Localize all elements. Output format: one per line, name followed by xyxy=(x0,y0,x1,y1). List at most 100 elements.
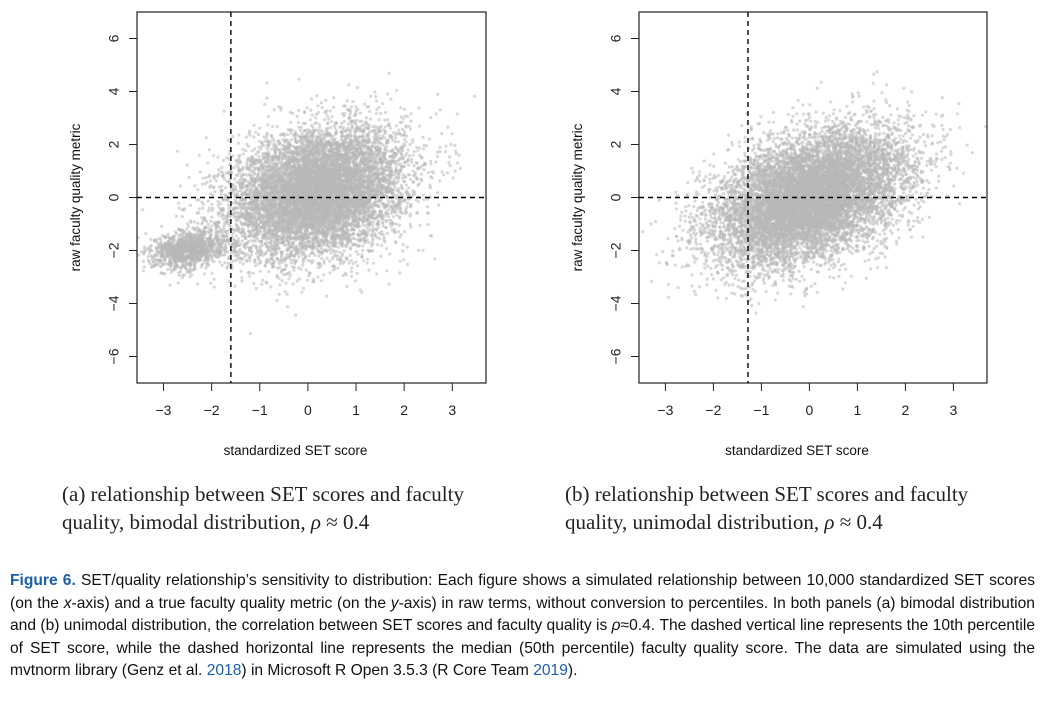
data-point xyxy=(206,199,210,203)
data-point xyxy=(422,193,426,197)
data-point xyxy=(332,105,336,109)
panel-a-scatter-plot: −3 −2 −1 0 1 2 3 −6 −4 −2 0 2 4 6 standardized SET sco… xyxy=(0,0,500,480)
data-point xyxy=(403,130,407,134)
data-point xyxy=(330,115,334,119)
data-point xyxy=(415,145,419,149)
data-point xyxy=(307,254,311,258)
data-point xyxy=(206,209,211,213)
data-point xyxy=(395,213,399,217)
data-point xyxy=(457,153,461,158)
data-point xyxy=(393,185,397,189)
data-point xyxy=(332,96,336,100)
data-point xyxy=(416,183,420,188)
data-point xyxy=(187,175,191,180)
data-point xyxy=(242,207,246,211)
data-point xyxy=(239,208,243,212)
data-point xyxy=(141,208,145,212)
data-point xyxy=(180,215,184,219)
data-point xyxy=(238,153,242,157)
data-point xyxy=(345,256,349,260)
data-point xyxy=(186,222,190,226)
data-point xyxy=(383,240,387,244)
data-point xyxy=(319,101,323,105)
data-point xyxy=(402,137,406,141)
data-point xyxy=(395,88,399,93)
data-point xyxy=(284,263,288,267)
data-point xyxy=(376,225,380,229)
data-point xyxy=(248,332,252,336)
data-point xyxy=(266,123,270,127)
data-point xyxy=(269,147,273,151)
data-point xyxy=(209,219,213,223)
data-point xyxy=(375,107,379,112)
data-point xyxy=(413,190,417,194)
data-point xyxy=(250,149,254,153)
data-point xyxy=(378,205,382,209)
data-point xyxy=(440,170,444,174)
data-point xyxy=(225,266,229,270)
data-point xyxy=(226,261,230,265)
data-point xyxy=(325,256,329,260)
data-point xyxy=(293,313,298,317)
data-point xyxy=(379,111,383,115)
data-point xyxy=(354,260,358,264)
data-point xyxy=(397,230,401,234)
data-point xyxy=(310,113,314,117)
data-point xyxy=(420,156,424,160)
data-point xyxy=(257,254,261,258)
data-point xyxy=(447,161,451,165)
data-point xyxy=(366,241,371,245)
data-point xyxy=(409,112,413,116)
data-point xyxy=(209,179,213,183)
data-point xyxy=(414,161,418,165)
data-point xyxy=(421,135,425,139)
data-point xyxy=(176,149,180,153)
data-point xyxy=(316,266,321,270)
data-point xyxy=(308,259,313,263)
data-point xyxy=(209,281,213,285)
data-point xyxy=(402,107,407,111)
data-point xyxy=(261,253,266,257)
data-point xyxy=(371,236,375,240)
data-point xyxy=(363,102,367,106)
data-point xyxy=(429,159,433,163)
data-point xyxy=(235,163,239,167)
data-point xyxy=(251,271,255,275)
data-point xyxy=(196,188,200,192)
data-point xyxy=(237,133,241,137)
data-point xyxy=(254,286,258,291)
data-point xyxy=(327,259,332,263)
data-point xyxy=(415,177,419,181)
data-point xyxy=(436,150,440,154)
data-point xyxy=(407,154,412,158)
data-point xyxy=(317,254,321,258)
data-point xyxy=(367,130,371,134)
data-point xyxy=(210,215,214,219)
data-point xyxy=(324,127,328,131)
data-point xyxy=(400,185,404,189)
data-point xyxy=(196,221,200,225)
data-point xyxy=(335,249,339,254)
data-point xyxy=(405,262,410,266)
data-point xyxy=(177,201,181,205)
data-point xyxy=(212,285,216,289)
data-point xyxy=(234,234,238,238)
data-point xyxy=(383,118,387,122)
data-point xyxy=(241,262,246,266)
data-point xyxy=(305,106,309,110)
data-point xyxy=(380,230,384,234)
data-point xyxy=(402,258,406,262)
data-point xyxy=(223,221,227,225)
data-point xyxy=(325,114,329,118)
data-point xyxy=(271,124,275,128)
data-point xyxy=(251,228,255,233)
data-point xyxy=(280,279,284,283)
data-point xyxy=(322,261,326,265)
data-point xyxy=(396,140,401,144)
data-point xyxy=(375,272,379,276)
data-point xyxy=(356,107,360,111)
data-point xyxy=(354,105,358,109)
data-point xyxy=(328,248,333,252)
data-point xyxy=(437,203,441,207)
data-point xyxy=(411,153,415,157)
